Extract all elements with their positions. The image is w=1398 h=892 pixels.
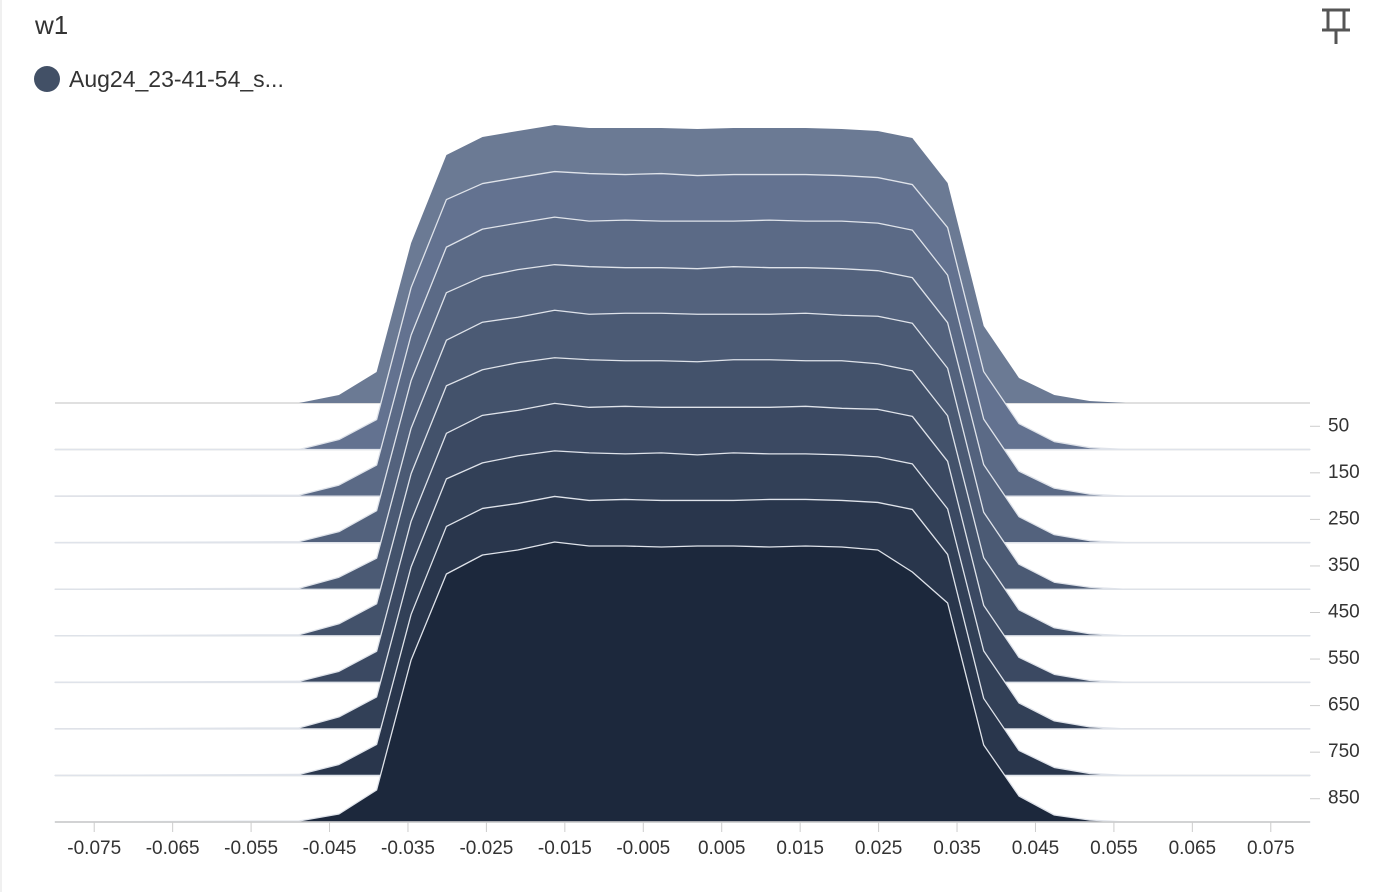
x-tick-label: -0.005 <box>616 838 670 859</box>
y-tick-label: 650 <box>1328 695 1360 716</box>
chart-title: w1 <box>34 10 68 40</box>
y-tick-label: 50 <box>1328 415 1349 436</box>
x-tick-label: 0.015 <box>776 838 824 859</box>
x-tick-label: -0.035 <box>381 838 435 859</box>
y-tick-label: 250 <box>1328 508 1360 529</box>
x-tick-label: -0.025 <box>459 838 513 859</box>
x-tick-label: 0.005 <box>698 838 746 859</box>
x-tick-label: 0.025 <box>855 838 903 859</box>
x-tick-label: -0.065 <box>146 838 200 859</box>
y-tick-label: 550 <box>1328 648 1360 669</box>
x-tick-label: 0.035 <box>933 838 981 859</box>
pin-icon[interactable] <box>1322 8 1350 44</box>
y-tick-label: 150 <box>1328 462 1360 483</box>
legend-marker <box>34 66 60 92</box>
x-tick-label: -0.015 <box>538 838 592 859</box>
x-tick-label: 0.065 <box>1169 838 1217 859</box>
y-tick-label: 750 <box>1328 741 1360 762</box>
x-tick-label: 0.045 <box>1012 838 1060 859</box>
y-tick-label: 350 <box>1328 555 1360 576</box>
x-tick-label: -0.075 <box>67 838 121 859</box>
x-tick-label: 0.055 <box>1090 838 1138 859</box>
x-tick-label: 0.075 <box>1247 838 1295 859</box>
histogram-area <box>54 541 1311 823</box>
x-tick-label: -0.045 <box>303 838 357 859</box>
x-tick-label: -0.055 <box>224 838 278 859</box>
y-tick-label: 450 <box>1328 602 1360 623</box>
legend-label: Aug24_23-41-54_s... <box>69 66 284 92</box>
y-tick-label: 850 <box>1328 788 1360 809</box>
